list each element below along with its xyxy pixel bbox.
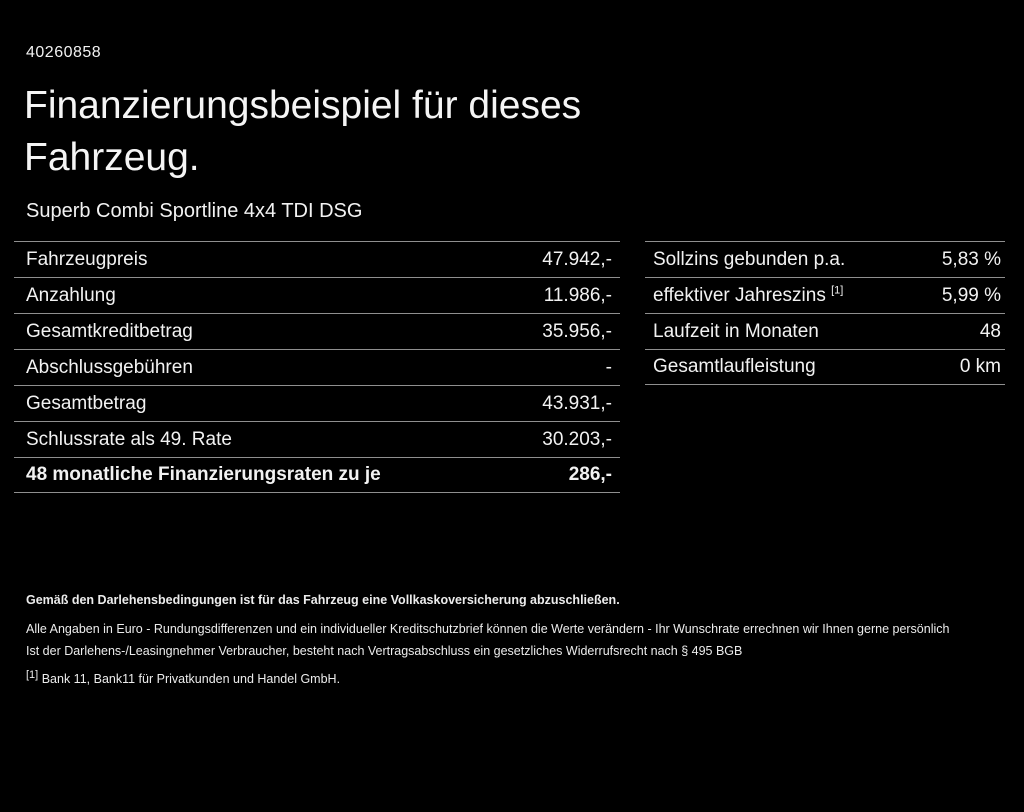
financing-example-page: 40260858 Finanzierungsbeispiel für diese…	[0, 44, 1024, 812]
row-value: 11.986,-	[543, 284, 612, 306]
footnote-bank-text: Bank 11, Bank11 für Privatkunden und Han…	[41, 672, 341, 687]
footnote-bank: [1] Bank 11, Bank11 für Privatkunden und…	[26, 670, 986, 688]
footnote-marker: [1]	[831, 284, 844, 297]
footnotes: Gemäß den Darlehensbedingungen ist für d…	[26, 591, 986, 689]
footnote-widerruf: Ist der Darlehens-/Leasingnehmer Verbrau…	[26, 644, 743, 659]
tables-container: Fahrzeugpreis 47.942,- Anzahlung 11.986,…	[14, 241, 1024, 493]
row-value: 48	[979, 320, 1001, 342]
table-row-sollzins: Sollzins gebunden p.a. 5,83 %	[645, 241, 1005, 277]
financing-table: Fahrzeugpreis 47.942,- Anzahlung 11.986,…	[14, 241, 620, 493]
table-row-gesamtbetrag: Gesamtbetrag 43.931,-	[14, 385, 620, 421]
row-label: Gesamtbetrag	[26, 392, 147, 414]
table-row-monatsrate: 48 monatliche Finanzierungsraten zu je 2…	[14, 457, 620, 493]
row-value: 0 km	[959, 356, 1001, 377]
row-label: Laufzeit in Monaten	[653, 320, 819, 342]
row-label: Fahrzeugpreis	[26, 248, 148, 270]
row-label: effektiver Jahreszins [1]	[653, 285, 843, 307]
row-value: 286,-	[568, 464, 612, 485]
document-id: 40260858	[26, 44, 102, 61]
row-value: 47.942,-	[542, 248, 612, 270]
row-label: 48 monatliche Finanzierungsraten zu je	[26, 464, 381, 485]
table-row-schlussrate: Schlussrate als 49. Rate 30.203,-	[14, 421, 620, 457]
row-label: Abschlussgebühren	[26, 356, 193, 378]
vehicle-name: Superb Combi Sportline 4x4 TDI DSG	[26, 200, 363, 222]
footnote-disclaimer: Alle Angaben in Euro - Rundungsdifferenz…	[26, 622, 950, 637]
row-value: 35.956,-	[542, 320, 612, 342]
conditions-table: Sollzins gebunden p.a. 5,83 % effektiver…	[645, 241, 1005, 385]
table-row-gesamtkreditbetrag: Gesamtkreditbetrag 35.956,-	[14, 313, 620, 349]
row-value: 5,99 %	[941, 284, 1001, 306]
row-label: Anzahlung	[26, 284, 116, 306]
row-label: Gesamtlaufleistung	[653, 356, 816, 377]
row-label: Gesamtkreditbetrag	[26, 320, 193, 342]
row-label: Schlussrate als 49. Rate	[26, 428, 232, 450]
page-title-line2: Fahrzeug.	[24, 136, 200, 179]
row-value: 30.203,-	[542, 428, 612, 450]
table-row-anzahlung: Anzahlung 11.986,-	[14, 277, 620, 313]
table-row-effektiver-jahreszins: effektiver Jahreszins [1] 5,99 %	[645, 277, 1005, 313]
row-label-text: effektiver Jahreszins	[653, 284, 826, 306]
footnote-bank-marker: [1]	[26, 669, 39, 682]
footnote-insurance: Gemäß den Darlehensbedingungen ist für d…	[26, 593, 620, 607]
table-row-fahrzeugpreis: Fahrzeugpreis 47.942,-	[14, 241, 620, 277]
row-label: Sollzins gebunden p.a.	[653, 248, 846, 270]
table-row-abschlussgebuehren: Abschlussgebühren -	[14, 349, 620, 385]
row-value: -	[605, 356, 612, 378]
row-value: 43.931,-	[542, 392, 612, 414]
table-row-laufzeit: Laufzeit in Monaten 48	[645, 313, 1005, 349]
page-title: Finanzierungsbeispiel für dieses Fahrzeu…	[24, 80, 1024, 184]
row-value: 5,83 %	[941, 248, 1001, 270]
page-title-line1: Finanzierungsbeispiel für dieses	[24, 84, 582, 127]
table-row-gesamtlaufleistung: Gesamtlaufleistung 0 km	[645, 349, 1005, 385]
